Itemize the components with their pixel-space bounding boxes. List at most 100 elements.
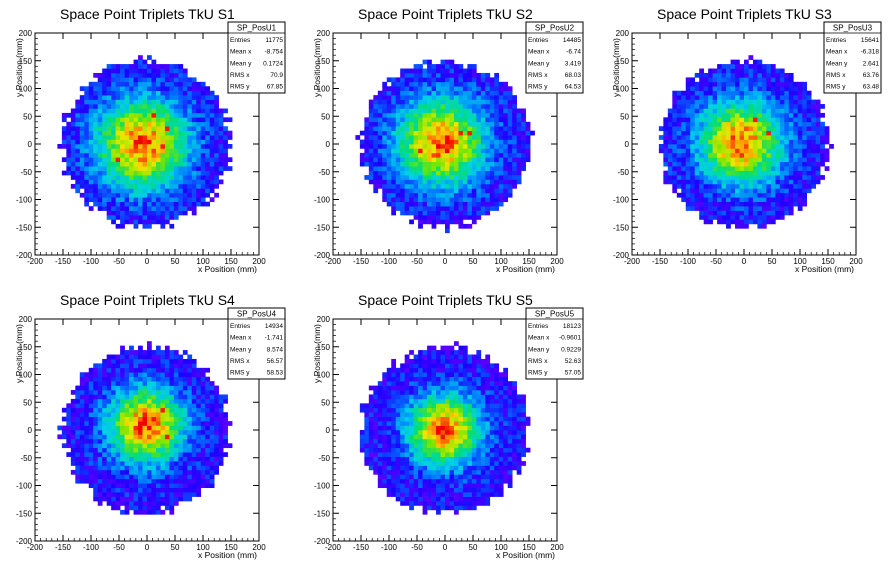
- heatmap-cell: [147, 55, 152, 60]
- heatmap-cell: [485, 108, 491, 114]
- heatmap-cell: [173, 438, 179, 444]
- heatmap-cell: [106, 478, 112, 484]
- heatmap-cell: [480, 170, 486, 176]
- heatmap-cell: [404, 201, 410, 207]
- heatmap-cell: [404, 175, 410, 180]
- heatmap-cell: [449, 121, 455, 127]
- heatmap-cell: [187, 381, 193, 386]
- x-tick-label: -150: [55, 543, 72, 552]
- heatmap-cell: [726, 104, 731, 109]
- heatmap-cell: [106, 443, 112, 449]
- heatmap-cell: [102, 90, 107, 96]
- chart-title: Space Point Triplets TkU S1: [60, 6, 235, 22]
- heatmap-cell: [748, 197, 754, 203]
- heatmap-cell: [744, 139, 749, 145]
- heatmap-cell: [449, 179, 455, 185]
- heatmap-cell: [730, 157, 736, 163]
- heatmap-cell: [120, 64, 125, 69]
- heatmap-cell: [106, 390, 112, 395]
- heatmap-cell: [373, 183, 379, 189]
- heatmap-cell: [147, 68, 152, 74]
- heatmap-cell: [797, 183, 803, 189]
- heatmap-cell: [784, 152, 790, 158]
- heatmap-cell: [120, 179, 125, 185]
- heatmap-cell: [386, 175, 392, 180]
- heatmap-cell: [788, 99, 794, 105]
- heatmap-cell: [196, 139, 202, 145]
- heatmap-cell: [708, 152, 713, 158]
- heatmap-cell: [200, 425, 206, 431]
- heatmap-cell: [752, 166, 758, 171]
- heatmap-cell: [512, 104, 517, 109]
- heatmap-cell: [196, 474, 202, 480]
- heatmap-cell: [173, 90, 179, 96]
- heatmap-cell: [752, 144, 758, 149]
- heatmap-cell: [164, 474, 170, 480]
- heatmap-cell: [133, 456, 139, 462]
- heatmap-cell: [521, 144, 526, 149]
- heatmap-cell: [802, 135, 808, 140]
- heatmap-cell: [151, 166, 157, 171]
- heatmap-cell: [133, 398, 139, 404]
- heatmap-cell: [164, 501, 170, 506]
- heatmap-cell: [129, 219, 134, 225]
- heatmap-cell: [214, 126, 219, 131]
- heatmap-cell: [503, 170, 509, 176]
- heatmap-cell: [748, 112, 754, 118]
- heatmap-cell: [824, 130, 830, 136]
- heatmap-cell: [200, 117, 206, 123]
- heatmap-cell: [521, 126, 526, 131]
- heatmap-cell: [191, 99, 197, 105]
- heatmap-cell: [66, 403, 72, 409]
- heatmap-cell: [178, 170, 184, 176]
- heatmap-cell: [164, 135, 170, 140]
- heatmap-cell: [820, 130, 825, 136]
- heatmap-cell: [84, 407, 90, 413]
- heatmap-cell: [160, 210, 166, 216]
- heatmap-cell: [115, 108, 121, 114]
- heatmap-cell: [214, 121, 219, 127]
- heatmap-cell: [191, 403, 197, 409]
- heatmap-cell: [79, 108, 85, 114]
- heatmap-cell: [160, 421, 166, 426]
- heatmap-cell: [815, 179, 821, 185]
- heatmap-cell: [721, 95, 727, 100]
- heatmap-cell: [187, 135, 193, 140]
- heatmap-cell: [382, 121, 388, 127]
- heatmap-cell: [178, 487, 184, 493]
- heatmap-cell: [182, 478, 188, 484]
- heatmap-cell: [382, 90, 388, 96]
- heatmap-cell: [93, 86, 99, 92]
- heatmap-cell: [708, 99, 713, 105]
- heatmap-cell: [147, 341, 152, 346]
- heatmap-cell: [699, 77, 704, 83]
- heatmap-cell: [436, 135, 441, 140]
- heatmap-cell: [151, 130, 157, 136]
- heatmap-cell: [418, 72, 423, 78]
- heatmap-cell: [151, 367, 157, 373]
- heatmap-cell: [223, 144, 228, 149]
- heatmap-cell: [471, 152, 477, 158]
- heatmap-cell: [703, 77, 709, 83]
- heatmap-cell: [93, 403, 99, 409]
- heatmap-cell: [57, 434, 63, 440]
- heatmap-cell: [382, 188, 388, 194]
- heatmap-cell: [712, 90, 718, 96]
- heatmap-cell: [806, 157, 812, 163]
- heatmap-cell: [97, 412, 103, 417]
- heatmap-cell: [400, 135, 405, 140]
- heatmap-cell: [685, 206, 691, 211]
- heatmap-cell: [97, 487, 103, 493]
- heatmap-cell: [218, 434, 224, 440]
- heatmap-cell: [173, 126, 179, 131]
- heatmap-cell: [155, 206, 161, 211]
- heatmap-cell: [400, 99, 405, 105]
- heatmap-cell: [142, 219, 148, 225]
- heatmap-cell: [111, 505, 116, 511]
- heatmap-cell: [440, 126, 446, 131]
- heatmap-cell: [142, 407, 148, 413]
- heatmap-cell: [462, 95, 468, 100]
- heatmap-cell: [133, 381, 139, 386]
- heatmap-cell: [155, 148, 161, 154]
- heatmap-cell: [458, 68, 464, 74]
